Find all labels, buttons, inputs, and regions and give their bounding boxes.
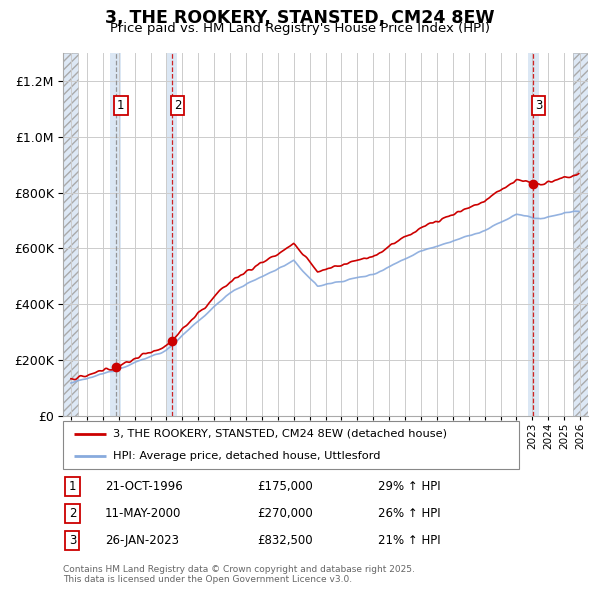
FancyBboxPatch shape — [63, 421, 519, 469]
Text: 21-OCT-1996: 21-OCT-1996 — [105, 480, 183, 493]
Text: 2: 2 — [174, 99, 181, 112]
Text: 29% ↑ HPI: 29% ↑ HPI — [378, 480, 440, 493]
Text: 3, THE ROOKERY, STANSTED, CM24 8EW (detached house): 3, THE ROOKERY, STANSTED, CM24 8EW (deta… — [113, 429, 447, 439]
Bar — [528, 53, 539, 416]
Text: 26-JAN-2023: 26-JAN-2023 — [105, 534, 179, 547]
Bar — [110, 53, 121, 416]
Text: 11-MAY-2000: 11-MAY-2000 — [105, 507, 181, 520]
Text: 1: 1 — [117, 99, 125, 112]
Text: 3: 3 — [535, 99, 542, 112]
Bar — [167, 53, 178, 416]
Text: £270,000: £270,000 — [257, 507, 313, 520]
Text: 26% ↑ HPI: 26% ↑ HPI — [378, 507, 440, 520]
Text: 2: 2 — [69, 507, 76, 520]
Bar — [63, 53, 77, 416]
Text: HPI: Average price, detached house, Uttlesford: HPI: Average price, detached house, Uttl… — [113, 451, 380, 461]
Bar — [63, 53, 77, 416]
Text: 21% ↑ HPI: 21% ↑ HPI — [378, 534, 440, 547]
Text: 3: 3 — [69, 534, 76, 547]
Text: £832,500: £832,500 — [257, 534, 313, 547]
Text: Price paid vs. HM Land Registry's House Price Index (HPI): Price paid vs. HM Land Registry's House … — [110, 22, 490, 35]
Bar — [574, 53, 588, 416]
Text: 3, THE ROOKERY, STANSTED, CM24 8EW: 3, THE ROOKERY, STANSTED, CM24 8EW — [105, 9, 495, 28]
Text: £175,000: £175,000 — [257, 480, 313, 493]
Bar — [574, 53, 588, 416]
Text: Contains HM Land Registry data © Crown copyright and database right 2025.
This d: Contains HM Land Registry data © Crown c… — [63, 565, 415, 584]
Text: 1: 1 — [69, 480, 76, 493]
